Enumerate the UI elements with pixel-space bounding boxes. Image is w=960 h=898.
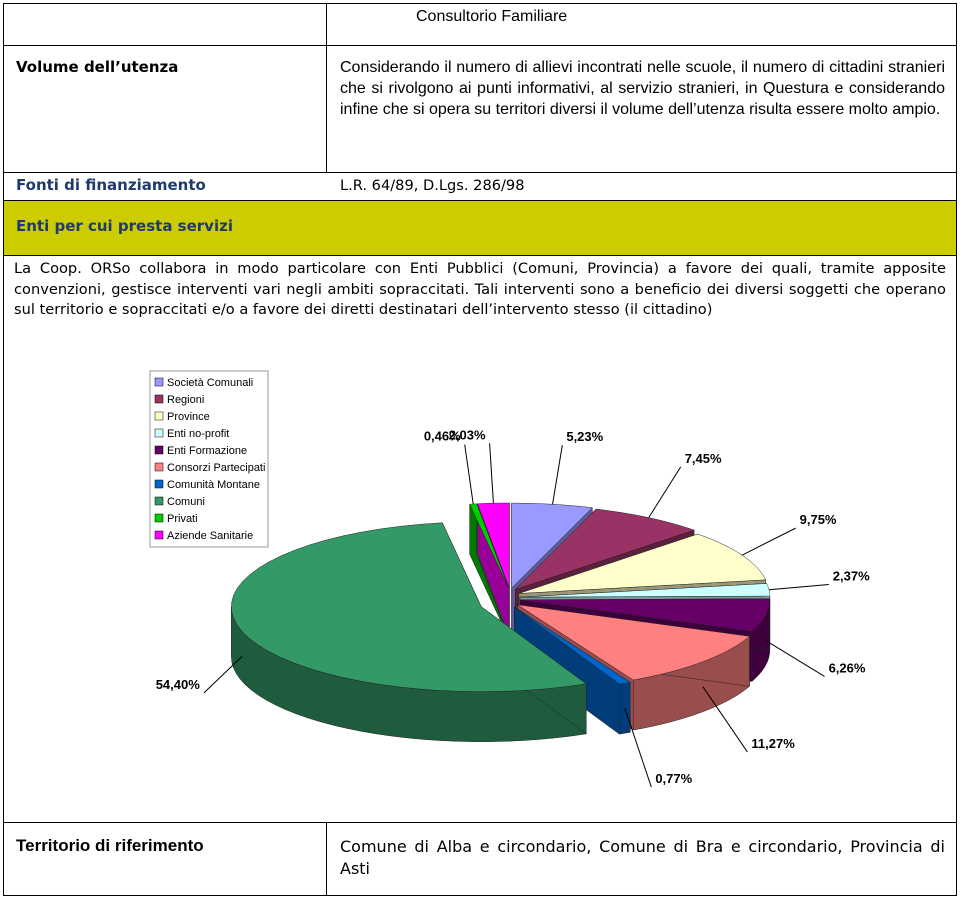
data-label: 0,46% <box>424 429 461 444</box>
leader-line <box>741 527 796 556</box>
slice <box>519 598 771 632</box>
legend-label: Società Comunali <box>167 377 253 389</box>
pie-chart: 5,23% 7,45% 9,75% 2,37% 6,26% 11,27% 0,77% 54,4… <box>149 370 870 788</box>
data-label: 0,77% <box>655 771 692 786</box>
legend-label: Regioni <box>167 394 204 406</box>
leader-line <box>489 443 494 504</box>
cell-border <box>3 3 327 173</box>
data-label: 2,37% <box>833 569 870 584</box>
leader-line <box>203 656 243 694</box>
row-text: Considerando il numero di allievi incont… <box>340 59 945 118</box>
leader-line <box>768 584 829 591</box>
legend-label: Aziende Sanitarie <box>167 530 253 542</box>
row-text: Comune di Alba e circondario, Comune di … <box>340 837 945 878</box>
row-label: Volume dell’utenza <box>16 58 179 76</box>
row-label: Fonti di finanziamento <box>16 176 206 194</box>
row-text: La Coop. ORSo collabora in modo particol… <box>14 260 946 318</box>
legend-label: Enti no-profit <box>167 428 229 440</box>
row-line <box>3 45 957 46</box>
data-label: 11,27% <box>751 736 795 751</box>
legend-label: Comunità Montane <box>167 479 260 491</box>
leader-line <box>765 639 825 677</box>
slice <box>511 502 593 589</box>
slice <box>518 533 767 594</box>
cell-border <box>3 822 327 896</box>
header-title: Consultorio Familiare <box>416 8 568 25</box>
legend-swatch <box>154 428 164 438</box>
data-label: 2,03% <box>449 427 486 442</box>
leader-line <box>464 444 474 505</box>
legend-label: Province <box>167 411 210 423</box>
slice <box>514 606 631 685</box>
legend-label: Consorzi Partecipati <box>167 462 265 474</box>
leader-line <box>702 686 748 753</box>
legend-swatch <box>154 479 164 489</box>
leader-line <box>648 466 682 518</box>
legend-swatch <box>154 530 164 540</box>
data-label: 54,40% <box>156 677 201 692</box>
legend-box <box>149 370 269 548</box>
row-label: Territorio di riferimento <box>16 836 204 855</box>
row-text: L.R. 64/89, D.Lgs. 286/98 <box>340 177 525 194</box>
legend-swatch <box>154 513 164 523</box>
legend-label: Enti Formazione <box>167 445 247 457</box>
data-label: 6,26% <box>829 660 866 675</box>
legend-swatch <box>154 394 164 404</box>
leader-line <box>552 445 563 505</box>
legend-label: Comuni <box>167 496 205 508</box>
data-label: 9,75% <box>800 512 837 527</box>
data-label: 5,23% <box>566 429 603 444</box>
row-label: Enti per cui presta servizi <box>16 217 233 235</box>
legend-swatch <box>154 411 164 421</box>
legend-swatch <box>154 445 164 455</box>
slice <box>231 522 587 692</box>
legend-swatch <box>154 377 164 387</box>
slice <box>517 604 751 681</box>
legend-label: Privati <box>167 513 198 525</box>
data-label: 7,45% <box>685 451 722 466</box>
legend-swatch <box>154 462 164 472</box>
legend-swatch <box>154 496 164 506</box>
leader-line <box>624 708 652 788</box>
